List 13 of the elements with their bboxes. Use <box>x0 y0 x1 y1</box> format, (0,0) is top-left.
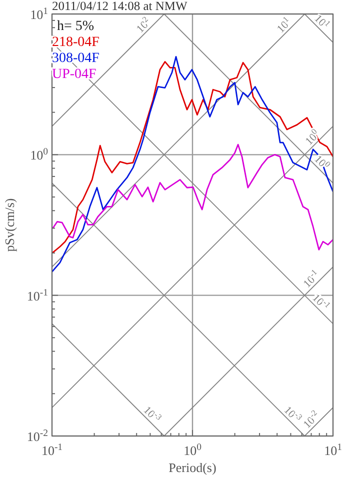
x-tick-label: 10$^{-1}$ <box>41 442 63 458</box>
chart-title: 2011/04/12 14:08 at NMW <box>52 0 188 13</box>
y-tick-label: 10$^{0}$ <box>30 146 48 163</box>
x-axis-title: Period(s) <box>168 460 216 475</box>
y-tick-label: 10$^{-1}$ <box>26 286 48 304</box>
y-tick-label: 10$^{-2}$ <box>26 428 48 444</box>
annotation: h= 5% <box>57 19 94 34</box>
text: 308-04F <box>52 51 100 66</box>
y-tick-label: 10$^{1}$ <box>30 6 48 22</box>
x-tick-label: 10$^{1}$ <box>324 442 342 458</box>
text: 218-04F <box>52 35 100 50</box>
x-tick-label: 10$^{0}$ <box>184 442 202 458</box>
y-axis-title: pSv(cm/s) <box>2 198 17 252</box>
